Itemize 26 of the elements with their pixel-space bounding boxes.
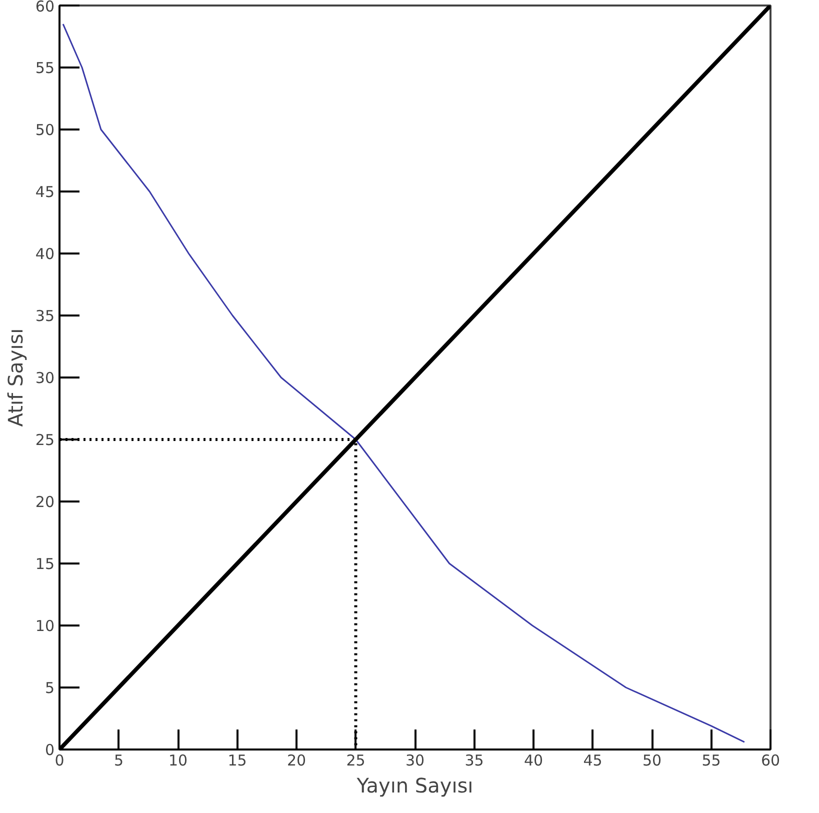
x-tick-label: 35 [464,752,484,770]
x-tick-label: 60 [760,752,780,770]
y-tick-label: 50 [35,121,55,139]
x-tick-label: 45 [583,752,602,770]
x-tick-label: 50 [642,752,662,770]
y-tick-label: 55 [35,59,55,77]
y-tick-label: 5 [44,679,55,697]
y-tick-label: 25 [35,431,55,449]
x-tick-label: 40 [524,752,544,770]
y-tick-label: 45 [35,183,55,201]
x-tick-label: 10 [168,752,188,770]
x-axis-title: Yayın Sayısı [356,774,474,798]
x-tick-label: 20 [286,752,306,770]
x-tick-label: 25 [346,752,366,770]
y-tick-label: 30 [35,369,55,387]
y-tick-label: 60 [35,0,55,16]
y-tick-label: 10 [35,617,55,635]
x-tick-label: 30 [405,752,425,770]
x-tick-label: 55 [702,752,721,770]
y-tick-label: 20 [35,493,55,511]
y-tick-label: 15 [35,555,55,573]
y-tick-label: 35 [35,307,55,325]
x-tick-label: 5 [114,752,124,770]
x-tick-label: 15 [228,752,247,770]
y-tick-label: 40 [35,245,55,263]
y-axis-title: Atıf Sayısı [3,328,28,427]
